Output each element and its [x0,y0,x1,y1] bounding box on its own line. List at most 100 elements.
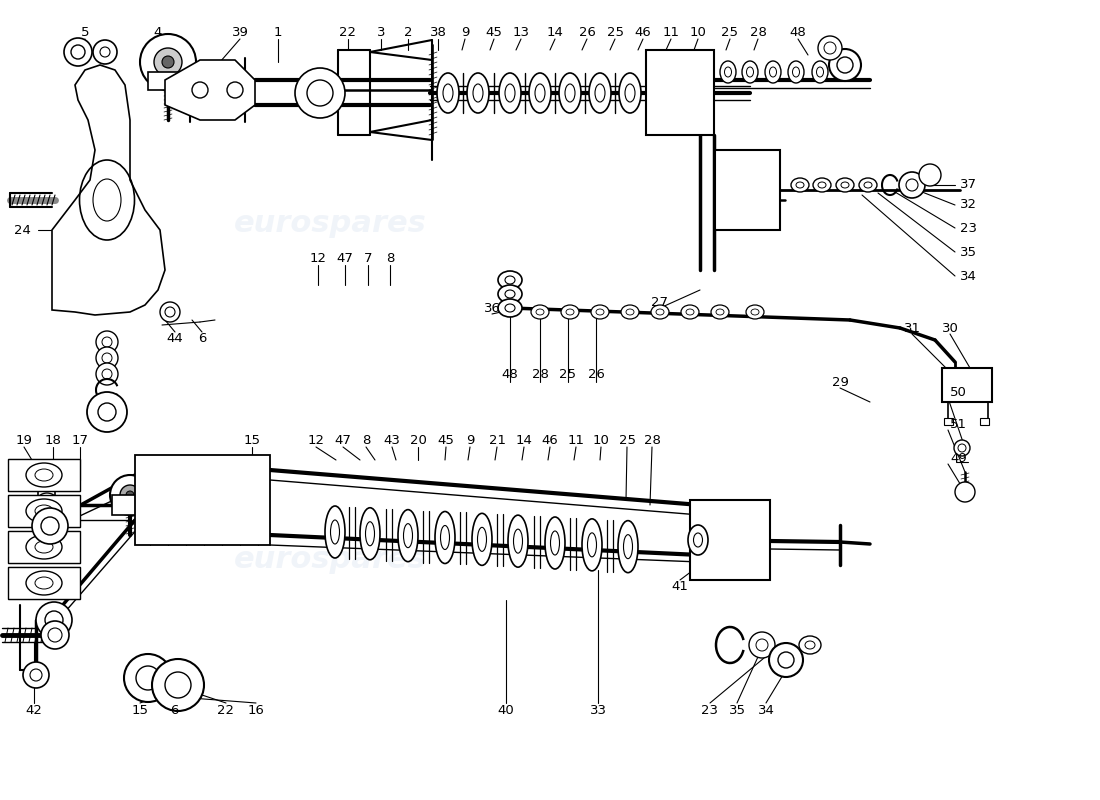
Circle shape [769,643,803,677]
Circle shape [295,68,345,118]
Text: 14: 14 [516,434,532,446]
Ellipse shape [791,178,808,192]
Polygon shape [165,60,255,120]
Ellipse shape [799,636,821,654]
Text: 43: 43 [384,434,400,446]
Circle shape [36,602,72,638]
Text: 33: 33 [590,703,606,717]
Ellipse shape [26,571,62,595]
Circle shape [96,347,118,369]
Circle shape [64,38,92,66]
Bar [8,495,80,527]
Text: 34: 34 [960,270,977,282]
Ellipse shape [591,305,609,319]
Text: 26: 26 [587,369,604,382]
Circle shape [35,493,59,517]
Text: 10: 10 [690,26,706,38]
Circle shape [96,363,118,385]
Text: 12: 12 [309,251,327,265]
Circle shape [162,56,174,68]
Text: 46: 46 [635,26,651,38]
Text: 20: 20 [409,434,427,446]
Ellipse shape [764,61,781,83]
Ellipse shape [812,61,828,83]
Text: 47: 47 [337,251,353,265]
Text: 22: 22 [218,703,234,717]
Text: 2: 2 [404,26,412,38]
Text: 46: 46 [541,434,559,446]
Text: 36: 36 [484,302,500,314]
Text: 30: 30 [942,322,958,334]
Text: 42: 42 [25,703,43,717]
Text: 8: 8 [362,434,371,446]
Text: 15: 15 [243,434,261,446]
Text: 28: 28 [749,26,767,38]
Circle shape [110,475,150,515]
Ellipse shape [720,61,736,83]
Bar [148,72,188,90]
Text: 1: 1 [274,26,283,38]
Ellipse shape [26,535,62,559]
Bar [980,418,989,425]
Circle shape [23,662,50,688]
Bar [8,567,80,599]
Text: 6: 6 [169,703,178,717]
Circle shape [152,659,204,711]
Text: 51: 51 [950,418,967,431]
Ellipse shape [788,61,804,83]
Text: 28: 28 [644,434,660,446]
Ellipse shape [508,515,528,567]
Circle shape [899,172,925,198]
Text: 18: 18 [45,434,62,446]
Circle shape [954,440,970,456]
Text: 32: 32 [960,198,977,211]
Text: 8: 8 [386,251,394,265]
Ellipse shape [360,508,379,560]
Circle shape [918,164,940,186]
Bar [8,459,80,491]
Circle shape [749,632,775,658]
Circle shape [818,36,842,60]
Circle shape [96,331,118,353]
Ellipse shape [618,521,638,573]
Text: 25: 25 [722,26,738,38]
Text: 9: 9 [461,26,470,38]
Ellipse shape [688,525,708,555]
Bar [8,531,80,563]
Ellipse shape [588,73,610,113]
Ellipse shape [531,305,549,319]
Text: 5: 5 [80,26,89,38]
Circle shape [154,48,182,76]
Ellipse shape [619,73,641,113]
Circle shape [160,302,180,322]
Text: 34: 34 [758,703,774,717]
Ellipse shape [746,305,764,319]
Polygon shape [52,65,165,315]
Text: 45: 45 [485,26,503,38]
Circle shape [829,49,861,81]
Ellipse shape [472,514,492,566]
Ellipse shape [398,510,418,562]
Text: 23: 23 [702,703,718,717]
Text: 27: 27 [651,295,669,309]
Ellipse shape [859,178,877,192]
Text: 47: 47 [334,434,351,446]
Text: 12: 12 [308,434,324,446]
Text: 25: 25 [560,369,576,382]
Bar [646,50,714,135]
Ellipse shape [499,73,521,113]
Text: 41: 41 [672,581,689,594]
Bar [942,368,992,402]
Ellipse shape [498,285,522,303]
Text: 49: 49 [950,451,967,465]
Text: 37: 37 [960,178,977,191]
Ellipse shape [437,73,459,113]
Circle shape [126,491,134,499]
Text: 48: 48 [502,369,518,382]
Ellipse shape [324,506,345,558]
Text: 31: 31 [903,322,921,334]
Circle shape [94,40,117,64]
Text: 9: 9 [465,434,474,446]
Ellipse shape [561,305,579,319]
Ellipse shape [559,73,581,113]
